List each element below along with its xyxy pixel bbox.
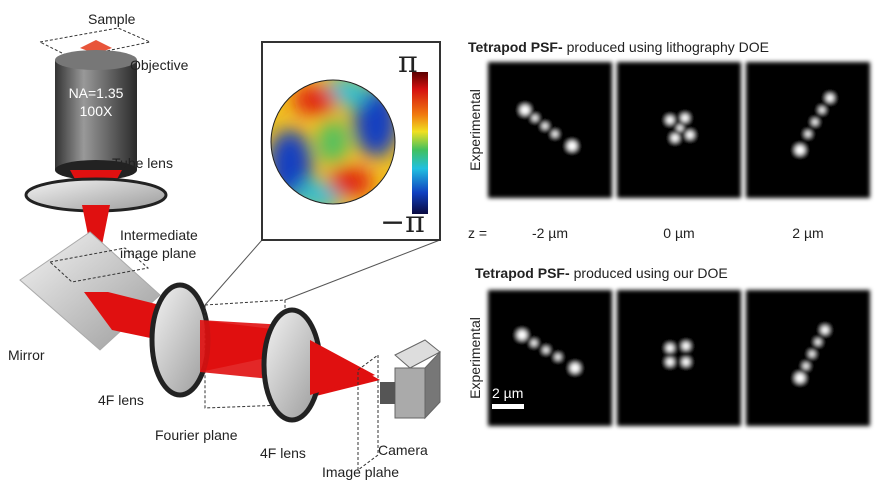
label: 4F lens <box>260 445 306 461</box>
panel-title-bold: Tetrapod PSF- <box>468 39 563 55</box>
z-label: z = <box>468 225 487 241</box>
row-label: Experimental <box>467 317 483 399</box>
label: Camera <box>378 442 428 458</box>
callout-line <box>285 240 440 300</box>
label: 4F lens <box>98 392 144 408</box>
label: Sample <box>88 11 136 27</box>
label: Fourier plane <box>155 427 238 443</box>
label: Image plahe <box>322 464 399 480</box>
callout-line <box>205 240 262 305</box>
label: 100X <box>80 103 113 119</box>
label: image plane <box>120 245 196 261</box>
panel-title-bold: Tetrapod PSF- <box>475 265 570 281</box>
psf-panels <box>488 62 870 426</box>
figure: Sample Objective NA=1.35 100X Tube lens … <box>0 0 881 482</box>
panel-title-rest: produced using lithography DOE <box>567 39 769 55</box>
label: Mirror <box>8 347 45 363</box>
label: Intermediate <box>120 227 198 243</box>
scale-bar-label: 2 µm <box>492 385 523 401</box>
label: Tube lens <box>112 155 173 171</box>
row-label: Experimental <box>467 89 483 171</box>
colorbar-max: π <box>398 45 418 80</box>
z-value: -2 µm <box>532 225 568 241</box>
z-value: 0 µm <box>663 225 694 241</box>
panel-title: Tetrapod PSF-produced using our DOE <box>475 265 728 281</box>
colorbar-min: −π <box>380 205 425 240</box>
panel-title: Tetrapod PSF-produced using lithography … <box>468 39 769 55</box>
panel-title-rest: produced using our DOE <box>574 265 728 281</box>
label: Objective <box>130 57 189 73</box>
label: NA=1.35 <box>69 85 124 101</box>
z-value: 2 µm <box>792 225 823 241</box>
